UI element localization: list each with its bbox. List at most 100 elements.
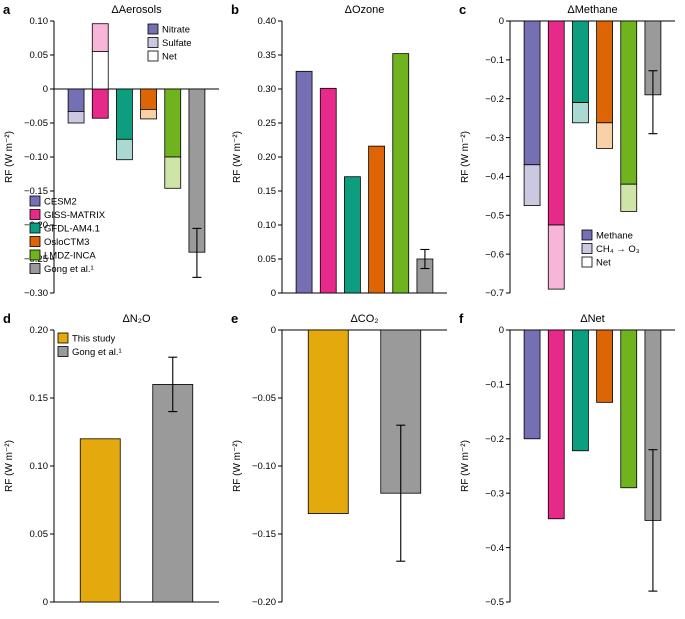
y-tick-label: −0.10 — [24, 152, 48, 163]
legend-label: Gong et al.¹ — [72, 347, 122, 358]
y-tick-label: 0.20 — [30, 325, 49, 336]
y-tick-label: −0.2 — [485, 94, 504, 105]
y-axis-label: RF (W m⁻²) — [232, 131, 243, 183]
bar-segment-net — [596, 329, 613, 403]
y-tick-label: 0.10 — [30, 461, 49, 472]
legend-swatch — [29, 249, 41, 261]
legend-label: CH₄ → O₃ — [596, 244, 640, 255]
bar-segment-nitrate — [164, 88, 182, 158]
y-tick-label: 0.25 — [258, 118, 277, 129]
y-tick-label: −0.3 — [485, 488, 504, 499]
y-tick-label: −0.05 — [24, 118, 48, 129]
legend-label: Sulfate — [162, 38, 192, 49]
legend-label: LMDZ-INCA — [44, 251, 96, 262]
bar-segment-ch4-to-o3 — [572, 102, 589, 124]
y-tick-label: 0.15 — [258, 186, 277, 197]
bar-segment-net — [188, 88, 206, 253]
bar-segment-ozone — [295, 70, 313, 294]
legend-swatch — [147, 23, 159, 35]
y-tick-label: 0.05 — [258, 254, 277, 265]
legend-label: CESM2 — [44, 197, 77, 208]
y-tick-label: 0.10 — [30, 16, 49, 27]
panel-title: ΔCO₂ — [350, 313, 378, 325]
y-tick-label: 0 — [499, 16, 504, 27]
y-axis-label: RF (W m⁻²) — [4, 131, 15, 183]
panel-f-chart: f ΔNet RF (W m⁻²) 0 −0.1 −0.2 −0.3 −0.4 −0.5 — [456, 309, 684, 618]
y-tick-label: −0.1 — [485, 380, 504, 391]
bar-segment-nitrate — [116, 88, 133, 140]
panel-e-chart: e ΔCO₂ RF (W m⁻²) 0 −0.05 −0.10 −0.15 −0.20 — [228, 309, 456, 618]
y-tick-label: 0.20 — [258, 152, 277, 163]
legend-label: Gong et al.¹ — [44, 264, 94, 275]
bar-segment-sulfate — [91, 23, 109, 52]
legend-label: Net — [162, 52, 177, 63]
legend-label: Methane — [596, 231, 633, 242]
y-axis-label: RF (W m⁻²) — [460, 440, 471, 492]
y-tick-label: 0.10 — [258, 220, 277, 231]
bar-segment-methane — [523, 20, 541, 166]
y-tick-label: −0.4 — [485, 172, 504, 183]
legend-swatch — [29, 263, 41, 274]
bar-segment-nitrate — [91, 88, 109, 119]
panel-letter: d — [3, 311, 11, 326]
panel-letter: c — [459, 2, 466, 17]
y-tick-label: −0.5 — [485, 210, 504, 221]
y-tick-label: −0.4 — [485, 543, 504, 554]
y-tick-label: −0.15 — [252, 529, 276, 540]
bar-segment-methane — [596, 20, 613, 124]
panel-title: ΔN₂O — [122, 313, 151, 325]
legend-label: OsloCTM3 — [44, 237, 89, 248]
legend-swatch — [147, 50, 159, 62]
panel-title: ΔNet — [580, 313, 604, 325]
legend-label: Net — [596, 258, 611, 269]
y-tick-label: 0.40 — [258, 16, 277, 27]
panel-c-chart: c ΔMethane RF (W m⁻²) 0 −0.1 −0.2 −0.3 −0.4 −0.5… — [456, 0, 684, 309]
bar-segment-ozone — [368, 145, 385, 294]
y-tick-label: 0.05 — [30, 50, 49, 61]
y-tick-label: −0.15 — [24, 186, 48, 197]
bar-segment-net — [523, 329, 541, 440]
bar-segment-ozone — [319, 87, 337, 294]
bar-segment-n2o — [79, 438, 121, 603]
bar-segment-net — [572, 329, 589, 452]
panel-b-chart: b ΔOzone RF (W m⁻²) 0.40 0.35 0.30 0.25 0.20 0.1… — [228, 0, 456, 309]
legend-swatch — [581, 243, 593, 254]
bar-segment-sulfate — [116, 138, 133, 161]
legend-swatch — [29, 222, 41, 234]
panel-letter: b — [231, 2, 239, 17]
legend-label: GISS-MATRIX — [44, 210, 106, 221]
y-axis-label: RF (W m⁻²) — [460, 131, 471, 183]
y-tick-label: 0.30 — [258, 84, 277, 95]
y-tick-label: 0.15 — [30, 393, 49, 404]
y-tick-label: −0.6 — [485, 249, 504, 260]
y-tick-label: 0 — [43, 84, 48, 95]
y-tick-label: −0.30 — [24, 288, 48, 299]
legend-swatch — [581, 256, 593, 268]
legend-swatch — [29, 195, 41, 207]
bar-segment-ozone — [392, 53, 410, 294]
y-axis-label: RF (W m⁻²) — [232, 440, 243, 492]
bar-segment-methane — [572, 20, 589, 103]
bar-segment-net — [620, 329, 638, 489]
y-tick-label: −0.5 — [485, 597, 504, 608]
y-tick-label: 0 — [271, 325, 276, 336]
legend-label: GFDL-AM4.1 — [44, 224, 100, 235]
bar-segment-ozone — [344, 176, 361, 294]
y-tick-label: −0.20 — [252, 597, 276, 608]
y-tick-label: −0.3 — [485, 133, 504, 144]
panel-letter: a — [3, 2, 11, 17]
y-tick-label: −0.7 — [485, 288, 504, 299]
panel-title: ΔMethane — [567, 4, 617, 16]
panel-title: ΔOzone — [345, 4, 385, 16]
panel-letter: e — [231, 311, 238, 326]
bar-segment-net — [547, 329, 565, 520]
panel-letter: f — [459, 311, 464, 326]
y-tick-label: 0.05 — [30, 529, 49, 540]
bar-segment-net — [91, 51, 109, 90]
bar-segment-co2 — [307, 329, 349, 515]
bar-segment-sulfate — [164, 156, 182, 189]
panel-d-chart: d ΔN₂O RF (W m⁻²) 0.20 0.15 0.10 0.05 0 This stu… — [0, 309, 228, 618]
legend-swatch — [57, 332, 69, 344]
y-tick-label: 0 — [43, 597, 48, 608]
bar-segment-n2o — [152, 384, 194, 603]
